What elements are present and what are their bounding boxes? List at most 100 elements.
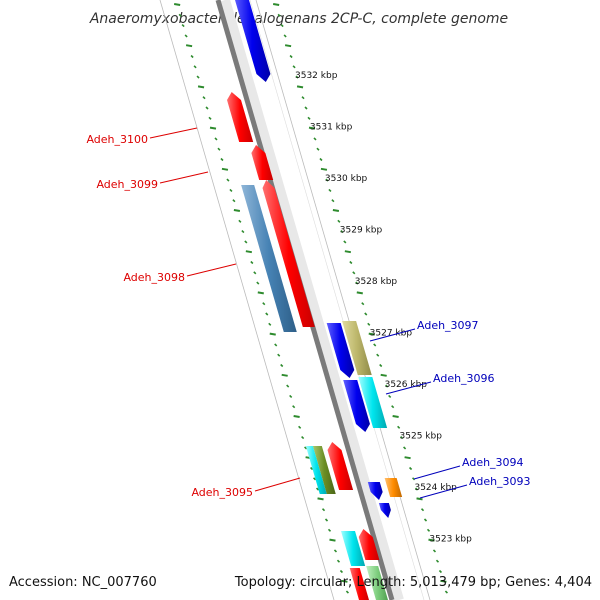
forward-track-dot — [295, 75, 299, 79]
reverse-track-dot — [333, 549, 338, 553]
gene-features — [227, 0, 403, 600]
forward-track-dot — [340, 230, 344, 234]
reverse-track-dot — [289, 394, 293, 398]
forward-track-dot — [367, 322, 371, 326]
forward-track-dot — [426, 528, 431, 532]
reverse-track-dot — [277, 353, 281, 357]
reverse-track-dot — [250, 260, 254, 265]
forward-gene-small-blue[interactable] — [378, 503, 391, 518]
gene-adeh-3097[interactable] — [342, 321, 372, 375]
reverse-track-dot — [269, 332, 276, 336]
reverse-track-dot — [232, 199, 236, 203]
gene-label-leader-adeh-3096 — [385, 381, 432, 395]
reverse-track-dot — [181, 24, 185, 28]
forward-track-dot — [344, 250, 352, 254]
gene-label-adeh-3093[interactable]: Adeh_3093 — [469, 475, 531, 488]
reverse-track-dot — [244, 240, 248, 244]
gene-label-leader-adeh-3100 — [149, 127, 198, 139]
gene-adeh-3095[interactable] — [305, 446, 327, 494]
forward-track-dot — [388, 394, 392, 398]
forward-track-dot — [409, 466, 413, 471]
kbp-scale-label: 3532 kbp — [295, 71, 338, 81]
reverse-track-dot — [196, 75, 200, 79]
forward-gene-blue-2[interactable] — [343, 380, 370, 432]
reverse-track-dot — [193, 65, 197, 69]
reverse-gene-olive[interactable] — [312, 446, 336, 494]
gene-adeh-3098[interactable] — [241, 185, 297, 332]
genome-summary-text: Topology: circular; Length: 5,013,479 bp… — [234, 575, 592, 590]
reverse-gene-cyan-bottom[interactable] — [340, 531, 366, 566]
gene-label-adeh-3100[interactable]: Adeh_3100 — [86, 133, 148, 146]
reverse-track-dot — [202, 96, 206, 100]
forward-gene-top-blue[interactable] — [234, 0, 271, 82]
gene-label-leader-adeh-3094 — [413, 465, 461, 480]
gene-label-leader-adeh-3099 — [159, 171, 209, 184]
accession-text: Accession: NC_007760 — [9, 575, 157, 590]
reverse-track-dot — [292, 405, 296, 409]
gene-adeh-3099[interactable] — [251, 145, 274, 180]
forward-track-dot — [328, 188, 332, 192]
gene-label-adeh-3095[interactable]: Adeh_3095 — [191, 486, 253, 499]
reverse-gene-red-3095[interactable] — [327, 442, 354, 490]
forward-track-dot — [356, 291, 363, 295]
reverse-track-dot — [214, 137, 218, 141]
forward-gene-blue-1[interactable] — [326, 323, 355, 378]
gene-adeh-3093[interactable] — [367, 482, 383, 500]
reverse-track-dot — [268, 322, 272, 326]
reverse-track-dot — [262, 302, 266, 306]
forward-track-dot — [400, 436, 404, 440]
reverse-track-dot — [178, 13, 182, 17]
gene-label-adeh-3094[interactable]: Adeh_3094 — [462, 456, 524, 469]
reverse-track-dot — [293, 415, 300, 418]
reverse-track-dot — [229, 188, 233, 192]
gene-adeh-3100[interactable] — [227, 92, 254, 142]
kbp-scale-label: 3523 kbp — [429, 535, 472, 545]
forward-track-dot — [352, 271, 356, 275]
gene-label-adeh-3099[interactable]: Adeh_3099 — [96, 178, 158, 191]
forward-track-dot — [416, 497, 423, 501]
forward-track-dot — [272, 3, 280, 6]
reverse-track-dot — [208, 116, 212, 120]
reverse-track-dot — [184, 34, 188, 38]
forward-track-dot — [361, 302, 365, 306]
forward-track-dot — [438, 569, 443, 574]
gene-adeh-3096[interactable] — [358, 377, 388, 428]
reverse-track-dot — [301, 436, 305, 440]
reverse-gene-green-bottom[interactable] — [366, 566, 389, 600]
gene-adeh-3094[interactable] — [384, 478, 403, 497]
kbp-scale-label: 3524 kbp — [414, 483, 457, 493]
forward-track-dot — [444, 590, 448, 594]
forward-track-dot — [292, 65, 296, 69]
kbp-scale: 3532 kbp 3531 kbp 3530 kbp 3529 kbp 3528 kbp… — [295, 71, 472, 545]
forward-track-dot — [432, 549, 437, 553]
reverse-track-dot — [226, 178, 230, 182]
forward-track-dot — [280, 24, 284, 28]
reverse-track-dot — [217, 147, 221, 151]
reverse-track-dot — [185, 44, 193, 48]
reverse-track-dot — [310, 466, 314, 471]
reverse-track-dot — [304, 446, 308, 450]
gene-label-adeh-3096[interactable]: Adeh_3096 — [433, 372, 495, 385]
forward-track-dot — [307, 116, 311, 120]
reverse-track-dot — [329, 538, 336, 542]
reverse-gene-red-edge[interactable] — [349, 568, 370, 600]
forward-track-dot — [337, 219, 341, 223]
reverse-track-dot — [253, 271, 257, 275]
kbp-scale-label: 3526 kbp — [385, 380, 428, 390]
gene-label-adeh-3097[interactable]: Adeh_3097 — [417, 319, 479, 332]
reverse-track-dot — [221, 167, 229, 171]
reverse-track-dot — [298, 425, 302, 429]
forward-track-dot — [289, 54, 293, 59]
forward-track-dot — [355, 281, 359, 285]
reverse-track-dot — [274, 343, 278, 347]
forward-track-dot — [319, 157, 323, 162]
gene-label-adeh-3098[interactable]: Adeh_3098 — [123, 271, 185, 284]
gene-label-leader-adeh-3098 — [186, 263, 237, 277]
forward-track-dot — [283, 34, 287, 38]
forward-track-dot — [320, 167, 328, 171]
forward-track-dot — [376, 353, 380, 357]
reverse-gene-red-bottom[interactable] — [358, 529, 380, 560]
reverse-gene-red-long[interactable] — [262, 180, 315, 327]
